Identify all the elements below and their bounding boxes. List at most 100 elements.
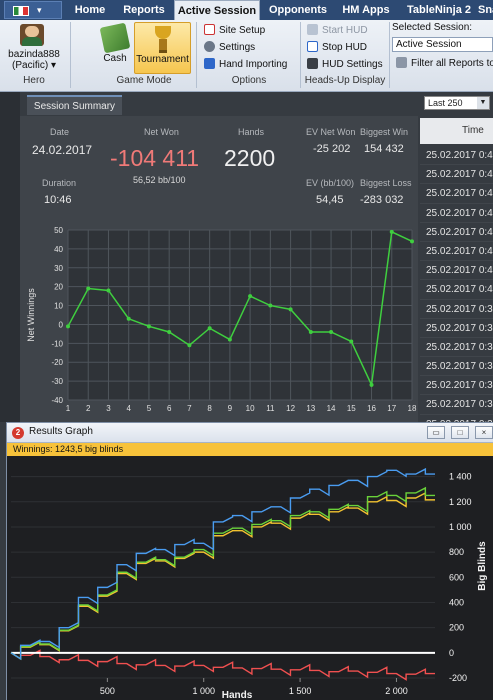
tab-tableninja[interactable]: TableNinja 2 — [407, 4, 471, 16]
group-label-hero: Hero — [23, 75, 45, 86]
y-tick-label: 30 — [54, 264, 63, 273]
table-row[interactable]: 25.02.2017 0:4 — [420, 261, 493, 281]
tournament-button[interactable]: Tournament — [134, 22, 191, 74]
session-table: Last 250 ▼ Time 25.02.2017 0:4 25.02.2017… — [420, 92, 493, 434]
x-tick-label: 2 — [86, 404, 91, 413]
table-row[interactable]: 25.02.2017 0:3 — [420, 338, 493, 358]
group-label-hud: Heads-Up Display — [304, 75, 386, 86]
side-strip — [0, 92, 20, 422]
hand-importing-button[interactable]: Hand Importing — [204, 58, 287, 72]
data-point[interactable] — [389, 229, 394, 234]
data-point[interactable] — [66, 324, 70, 329]
data-point[interactable] — [86, 286, 91, 291]
table-row[interactable]: 25.02.2017 0:4 — [420, 280, 493, 300]
ev-bb-value: 54,45 — [316, 194, 344, 206]
tab-hm-apps[interactable]: HM Apps — [342, 4, 390, 16]
data-point[interactable] — [207, 326, 212, 331]
data-point[interactable] — [288, 307, 293, 312]
tab-home[interactable]: Home — [74, 4, 106, 16]
data-point[interactable] — [126, 316, 131, 321]
biggest-win-label: Biggest Win — [360, 127, 409, 137]
table-row[interactable]: 25.02.2017 0:4 — [420, 184, 493, 204]
minimize-button[interactable]: ▭ — [427, 426, 445, 439]
tab-reports[interactable]: Reports — [123, 4, 165, 16]
ribbon-tabbar: ▾ Home Reports Active Session Opponents … — [0, 0, 493, 20]
y-tick-label: 0 — [59, 320, 64, 329]
tab-sna[interactable]: Sna — [478, 4, 493, 16]
data-point[interactable] — [146, 324, 151, 329]
site-setup-button[interactable]: Site Setup — [204, 24, 265, 38]
selected-session-label: Selected Session: — [392, 22, 473, 33]
bb-per-100-value: 56,52 bb/100 — [133, 175, 186, 185]
biggest-win-value: 154 432 — [364, 143, 404, 155]
data-point[interactable] — [227, 337, 232, 342]
maximize-button[interactable]: □ — [451, 426, 469, 439]
y-tick-label: -20 — [51, 358, 63, 367]
y-tick-label: 40 — [54, 245, 63, 254]
hud-settings-label: HUD Settings — [322, 59, 383, 70]
filter-reports-button[interactable]: Filter all Reports to t — [396, 57, 493, 71]
group-label-options: Options — [231, 75, 267, 86]
x-tick-label: 500 — [100, 686, 115, 696]
x-tick-label: 15 — [347, 404, 356, 413]
data-point[interactable] — [268, 303, 273, 308]
session-filter-select[interactable]: Last 250 ▼ — [424, 96, 490, 110]
data-point[interactable] — [329, 330, 334, 334]
app-menu-button[interactable]: ▾ — [4, 1, 62, 19]
results-graph-titlebar[interactable]: 2 Results Graph ▭ □ × — [7, 423, 493, 443]
data-point[interactable] — [187, 343, 192, 348]
filter-reports-label: Filter all Reports to t — [411, 58, 493, 69]
settings-button[interactable]: Settings — [204, 41, 255, 55]
hud-settings-button[interactable]: HUD Settings — [307, 58, 383, 72]
series-line — [10, 467, 435, 661]
data-point[interactable] — [248, 294, 253, 299]
close-button[interactable]: × — [475, 426, 493, 439]
data-point[interactable] — [349, 339, 354, 344]
x-tick-label: 1 500 — [289, 686, 312, 696]
data-point[interactable] — [369, 382, 374, 387]
x-tick-label: 12 — [286, 404, 295, 413]
data-point[interactable] — [410, 239, 414, 244]
tab-opponents[interactable]: Opponents — [268, 4, 328, 16]
date-label: Date — [50, 127, 70, 137]
ev-bb-label: EV (bb/100) — [306, 178, 355, 188]
data-point[interactable] — [167, 330, 172, 334]
y-tick-label: -200 — [449, 673, 467, 683]
x-tick-label: 18 — [408, 404, 417, 413]
tab-session-summary[interactable]: Session Summary — [27, 95, 122, 115]
plot-area — [68, 230, 412, 400]
app-flag-icon — [13, 6, 29, 16]
table-row[interactable]: 25.02.2017 0:4 — [420, 146, 493, 166]
table-row[interactable]: 25.02.2017 0:4 — [420, 165, 493, 185]
table-row[interactable]: 25.02.2017 0:3 — [420, 319, 493, 338]
table-row[interactable]: 25.02.2017 0:4 — [420, 223, 493, 242]
hero-selector[interactable]: bazinda888 (Pacific) ▾ — [2, 49, 66, 71]
y-axis-label: Net Winnings — [26, 288, 36, 342]
divider — [196, 22, 197, 88]
filter-icon — [396, 57, 407, 68]
data-point[interactable] — [308, 330, 313, 334]
table-row[interactable]: 25.02.2017 0:4 — [420, 242, 493, 262]
tab-active-session[interactable]: Active Session — [174, 0, 260, 20]
y-tick-label: 400 — [449, 597, 464, 607]
cash-label: Cash — [103, 53, 127, 64]
avatar[interactable] — [20, 24, 44, 46]
app-logo-icon: 2 — [12, 427, 24, 439]
table-row[interactable]: 25.02.2017 0:3 — [420, 376, 493, 396]
stop-hud-button[interactable]: Stop HUD — [307, 41, 367, 55]
table-row[interactable]: 25.02.2017 0:4 — [420, 204, 493, 223]
table-row[interactable]: 25.02.2017 0:3 — [420, 395, 493, 415]
data-point[interactable] — [106, 288, 111, 293]
table-row[interactable]: 25.02.2017 0:3 — [420, 300, 493, 319]
x-tick-label: 16 — [367, 404, 376, 413]
column-header-time[interactable]: Time — [420, 118, 493, 144]
y-tick-label: 200 — [449, 623, 464, 633]
start-hud-button[interactable]: Start HUD — [307, 24, 368, 38]
cash-button[interactable]: Cash — [98, 22, 132, 74]
biggest-loss-label: Biggest Loss — [360, 178, 412, 188]
stop-hud-label: Stop HUD — [322, 42, 368, 53]
hero-name: bazinda888 — [8, 49, 60, 60]
table-row[interactable]: 25.02.2017 0:3 — [420, 357, 493, 377]
session-select[interactable]: Active Session — [392, 37, 493, 52]
